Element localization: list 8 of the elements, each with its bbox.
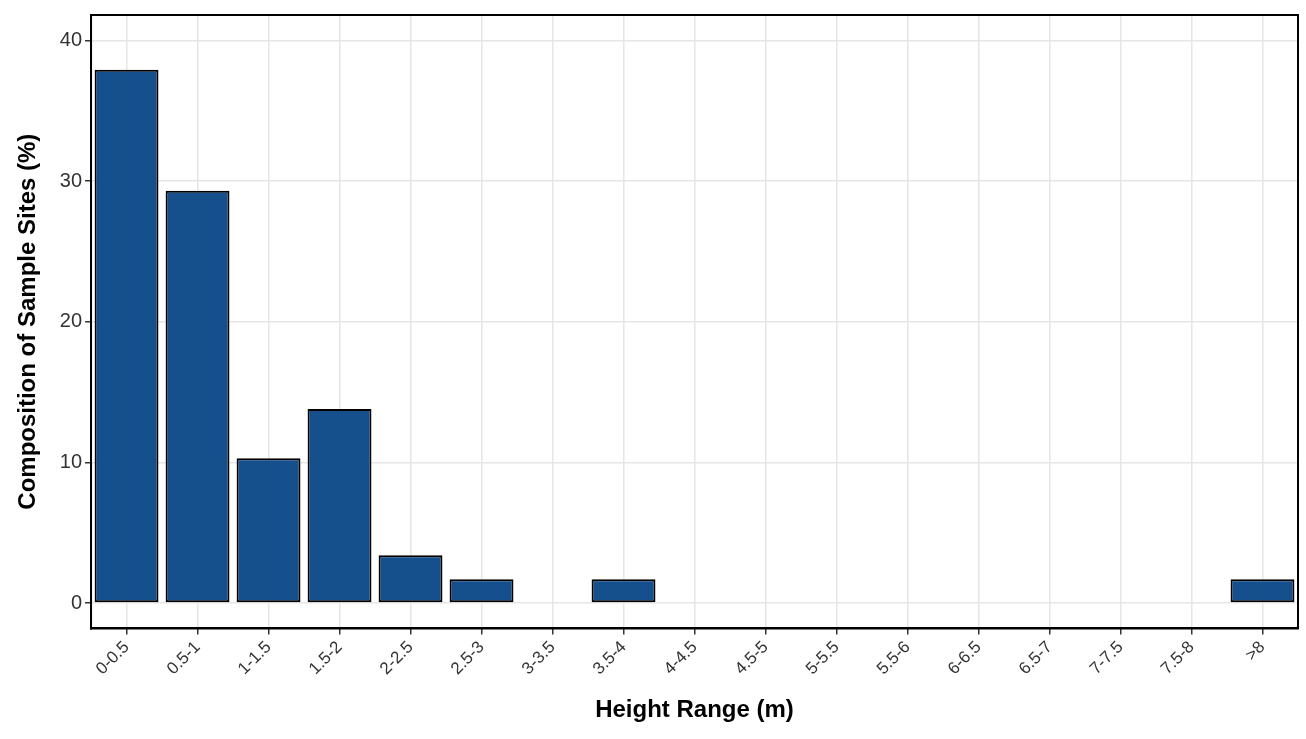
y-tick-label: 20 xyxy=(59,309,83,332)
y-tick-label: 10 xyxy=(59,449,83,472)
x-tick-label: >8 xyxy=(1241,637,1269,665)
y-tick-label: 40 xyxy=(59,27,83,50)
y-tick-label: 30 xyxy=(59,168,83,191)
y-tick-label: 0 xyxy=(70,590,83,613)
x-axis-title: Height Range (m) xyxy=(595,695,794,723)
y-axis-title: Composition of Sample Sites (%) xyxy=(13,133,41,510)
